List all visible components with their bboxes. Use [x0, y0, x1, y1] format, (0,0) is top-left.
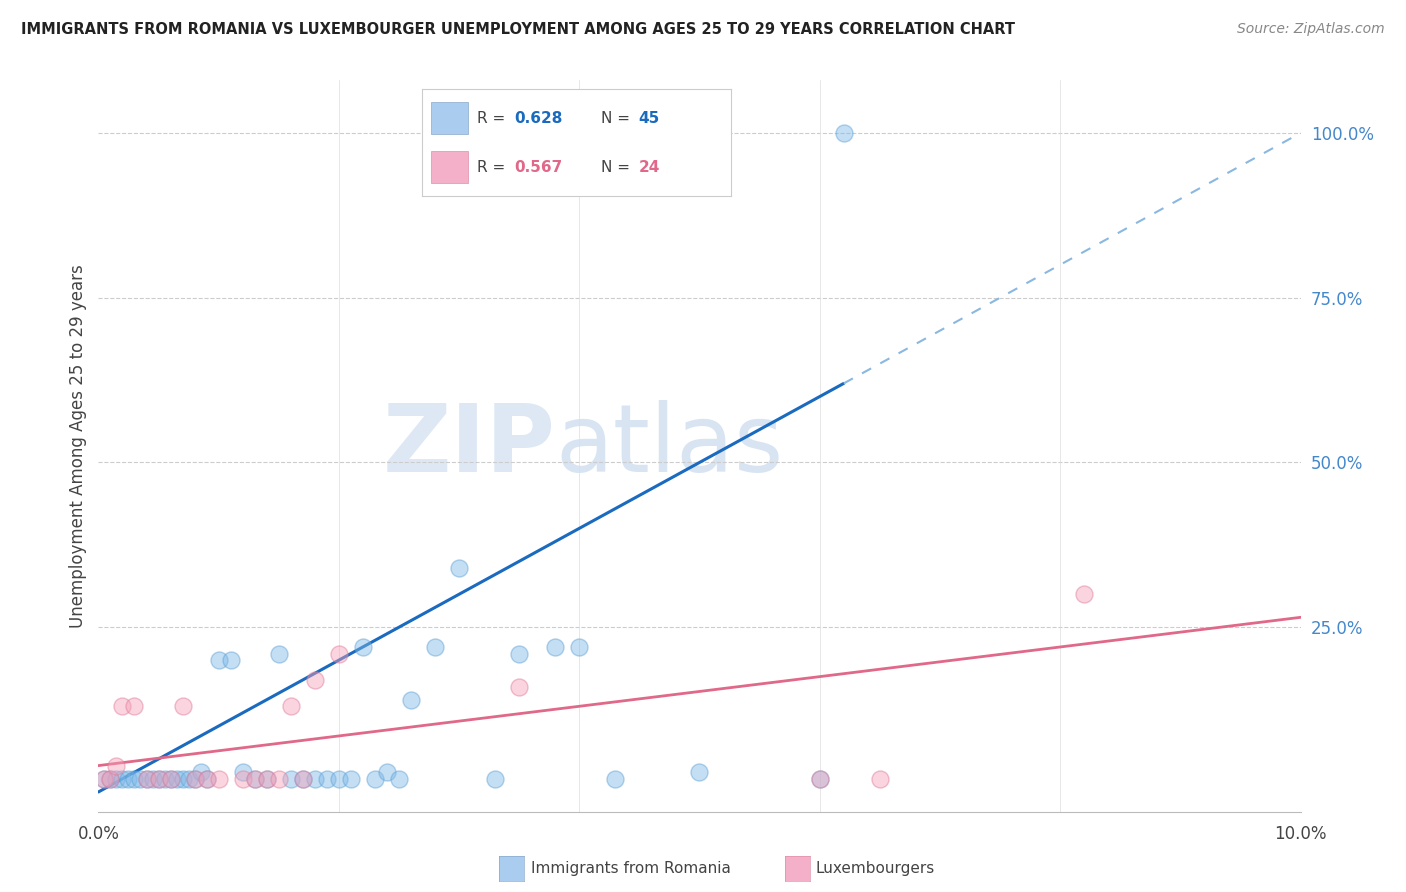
- Point: [304, 673, 326, 687]
- Point: [177, 772, 200, 786]
- Point: [195, 772, 218, 786]
- Point: [166, 772, 188, 786]
- Point: [124, 772, 146, 786]
- Point: [100, 772, 122, 786]
- Point: [111, 772, 134, 786]
- Point: [267, 647, 290, 661]
- Point: [304, 772, 326, 786]
- Point: [190, 765, 212, 780]
- Point: [399, 692, 422, 706]
- Point: [232, 765, 254, 780]
- Point: [1073, 587, 1095, 601]
- Point: [183, 772, 205, 786]
- Point: [93, 772, 115, 786]
- Point: [340, 772, 363, 786]
- Point: [508, 680, 530, 694]
- Point: [328, 647, 350, 661]
- Bar: [432, 152, 468, 184]
- Point: [208, 772, 231, 786]
- Point: [328, 772, 350, 786]
- Point: [508, 647, 530, 661]
- Point: [689, 765, 711, 780]
- Point: [105, 758, 128, 772]
- Point: [159, 772, 181, 786]
- Point: [832, 126, 855, 140]
- Point: [544, 640, 567, 654]
- Point: [93, 772, 115, 786]
- Point: [183, 772, 205, 786]
- Point: [568, 640, 591, 654]
- Point: [364, 772, 387, 786]
- Point: [148, 772, 170, 786]
- Text: R =: R =: [478, 111, 510, 126]
- Point: [172, 699, 194, 714]
- Point: [141, 772, 163, 786]
- Point: [256, 772, 278, 786]
- Point: [159, 772, 181, 786]
- Point: [124, 699, 146, 714]
- Point: [291, 772, 314, 786]
- Point: [100, 772, 122, 786]
- Point: [219, 653, 242, 667]
- Point: [869, 772, 891, 786]
- Point: [153, 772, 176, 786]
- Point: [280, 772, 302, 786]
- Bar: [432, 102, 468, 134]
- Point: [808, 772, 831, 786]
- Y-axis label: Unemployment Among Ages 25 to 29 years: Unemployment Among Ages 25 to 29 years: [69, 264, 87, 628]
- Point: [232, 772, 254, 786]
- Point: [280, 699, 302, 714]
- Point: [243, 772, 266, 786]
- Point: [256, 772, 278, 786]
- Point: [388, 772, 411, 786]
- Text: 0.567: 0.567: [515, 160, 562, 175]
- Point: [352, 640, 374, 654]
- Text: N =: N =: [602, 160, 636, 175]
- Point: [129, 772, 152, 786]
- Point: [315, 772, 337, 786]
- Text: 24: 24: [638, 160, 659, 175]
- Point: [375, 765, 398, 780]
- Point: [605, 772, 627, 786]
- Point: [195, 772, 218, 786]
- Text: N =: N =: [602, 111, 636, 126]
- Point: [243, 772, 266, 786]
- Point: [808, 772, 831, 786]
- Point: [105, 772, 128, 786]
- Point: [447, 561, 470, 575]
- Text: Immigrants from Romania: Immigrants from Romania: [531, 862, 731, 876]
- Point: [135, 772, 157, 786]
- Text: 45: 45: [638, 111, 659, 126]
- Point: [172, 772, 194, 786]
- Text: atlas: atlas: [555, 400, 783, 492]
- Text: ZIP: ZIP: [382, 400, 555, 492]
- Point: [267, 772, 290, 786]
- Point: [291, 772, 314, 786]
- Text: 0.628: 0.628: [515, 111, 562, 126]
- Point: [111, 699, 134, 714]
- Text: R =: R =: [478, 160, 510, 175]
- Text: IMMIGRANTS FROM ROMANIA VS LUXEMBOURGER UNEMPLOYMENT AMONG AGES 25 TO 29 YEARS C: IMMIGRANTS FROM ROMANIA VS LUXEMBOURGER …: [21, 22, 1015, 37]
- Point: [423, 640, 446, 654]
- Point: [208, 653, 231, 667]
- Point: [117, 772, 139, 786]
- Point: [148, 772, 170, 786]
- Text: Luxembourgers: Luxembourgers: [815, 862, 935, 876]
- Point: [135, 772, 157, 786]
- Text: Source: ZipAtlas.com: Source: ZipAtlas.com: [1237, 22, 1385, 37]
- Point: [484, 772, 506, 786]
